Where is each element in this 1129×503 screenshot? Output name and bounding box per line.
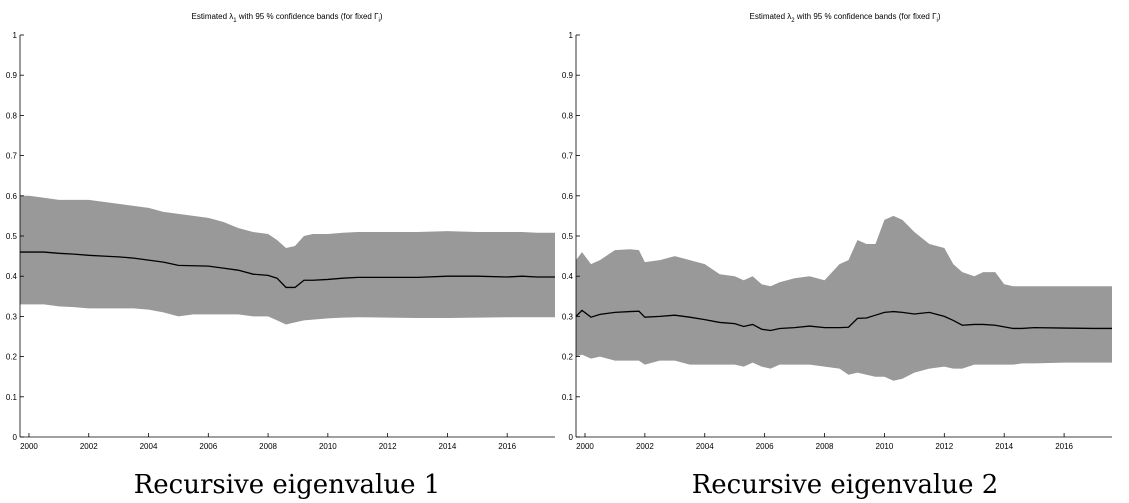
title-title-suffix: ) (938, 12, 941, 21)
y-tick-label: 0.9 (562, 71, 574, 80)
x-tick-label: 2010 (876, 442, 894, 451)
title-title-symbol: λ (229, 12, 233, 21)
y-tick-label: 0.3 (6, 312, 18, 321)
y-tick-label: 0.4 (562, 272, 574, 281)
x-tick-label: 2006 (199, 442, 217, 451)
y-tick-label: 0.1 (6, 393, 18, 402)
title-title-subscript: 2 (791, 18, 795, 24)
title-title-subscript: 1 (233, 18, 237, 24)
confidence-band-area (576, 215, 1112, 381)
title-title-prefix: Estimated (749, 12, 785, 21)
y-tick-label: 0.2 (6, 353, 18, 362)
x-tick-label: 2016 (498, 442, 516, 451)
x-tick-label: 2012 (379, 442, 397, 451)
x-tick-label: 2012 (935, 442, 953, 451)
x-tick-label: 2010 (319, 442, 337, 451)
x-tick-label: 2004 (140, 442, 158, 451)
x-tick-label: 2006 (756, 442, 774, 451)
panel-caption: Recursive eigenvalue 2 (692, 470, 999, 500)
y-tick-label: 1 (13, 31, 18, 40)
x-tick-label: 2004 (696, 442, 714, 451)
y-tick-label: 0.5 (562, 232, 574, 241)
y-tick-label: 0 (569, 433, 574, 442)
y-tick-label: 0.6 (6, 192, 18, 201)
x-tick-label: 2008 (259, 442, 277, 451)
chart-panel-eigenvalue-1: 0 0.1 0.2 0.3 0.4 0.5 0.6 0.7 0.8 0.9 1 2000 2002 200… (6, 12, 555, 500)
estimate-line (20, 251, 555, 289)
y-tick-label: 0.1 (562, 393, 574, 402)
title-title-middle: with 95 % confidence bands (for fixed (238, 12, 372, 21)
estimate-line (575, 309, 1112, 332)
y-tick-label: 0.9 (6, 71, 18, 80)
x-tick-label: 2002 (636, 442, 654, 451)
title-title-subscript2: i (378, 18, 379, 24)
y-tick-label: 1 (569, 31, 574, 40)
y-tick-label: 0.8 (6, 111, 18, 120)
y-tick-label: 0 (13, 433, 18, 442)
x-tick-label: 2002 (80, 442, 98, 451)
y-tick-label: 0.3 (562, 312, 574, 321)
x-tick-label: 2008 (816, 442, 834, 451)
x-tick-label: 2014 (995, 442, 1013, 451)
title-title-subscript2: i (936, 18, 937, 24)
y-tick-label: 0.8 (562, 111, 574, 120)
title-title-symbol2: Γ (374, 12, 379, 21)
y-tick-label: 0.6 (562, 192, 574, 201)
title-title-suffix: ) (380, 12, 383, 21)
y-tick-label: 0.7 (6, 152, 18, 161)
x-tick-label: 2000 (20, 442, 38, 451)
title-title-symbol2: Γ (932, 12, 937, 21)
x-tick-label: 2014 (439, 442, 457, 451)
title-title-prefix: Estimated (191, 12, 227, 21)
confidence-band-area (20, 195, 555, 325)
x-tick-label: 2016 (1055, 442, 1073, 451)
x-tick-label: 2000 (576, 442, 594, 451)
y-tick-label: 0.7 (562, 152, 574, 161)
y-tick-label: 0.2 (562, 353, 574, 362)
panel-caption: Recursive eigenvalue 1 (134, 470, 441, 500)
y-tick-label: 0.4 (6, 272, 18, 281)
chart-title: Estimated λ2 with 95 % confidence bands … (749, 12, 940, 24)
chart-panel-eigenvalue-2: 0 0.1 0.2 0.3 0.4 0.5 0.6 0.7 0.8 0.9 1 2000 2002 200… (562, 12, 1112, 500)
y-tick-label: 0.5 (6, 232, 18, 241)
title-title-symbol: λ (787, 12, 791, 21)
title-title-middle: with 95 % confidence bands (for fixed (796, 12, 930, 21)
chart-title: Estimated λ1 with 95 % confidence bands … (191, 12, 382, 24)
